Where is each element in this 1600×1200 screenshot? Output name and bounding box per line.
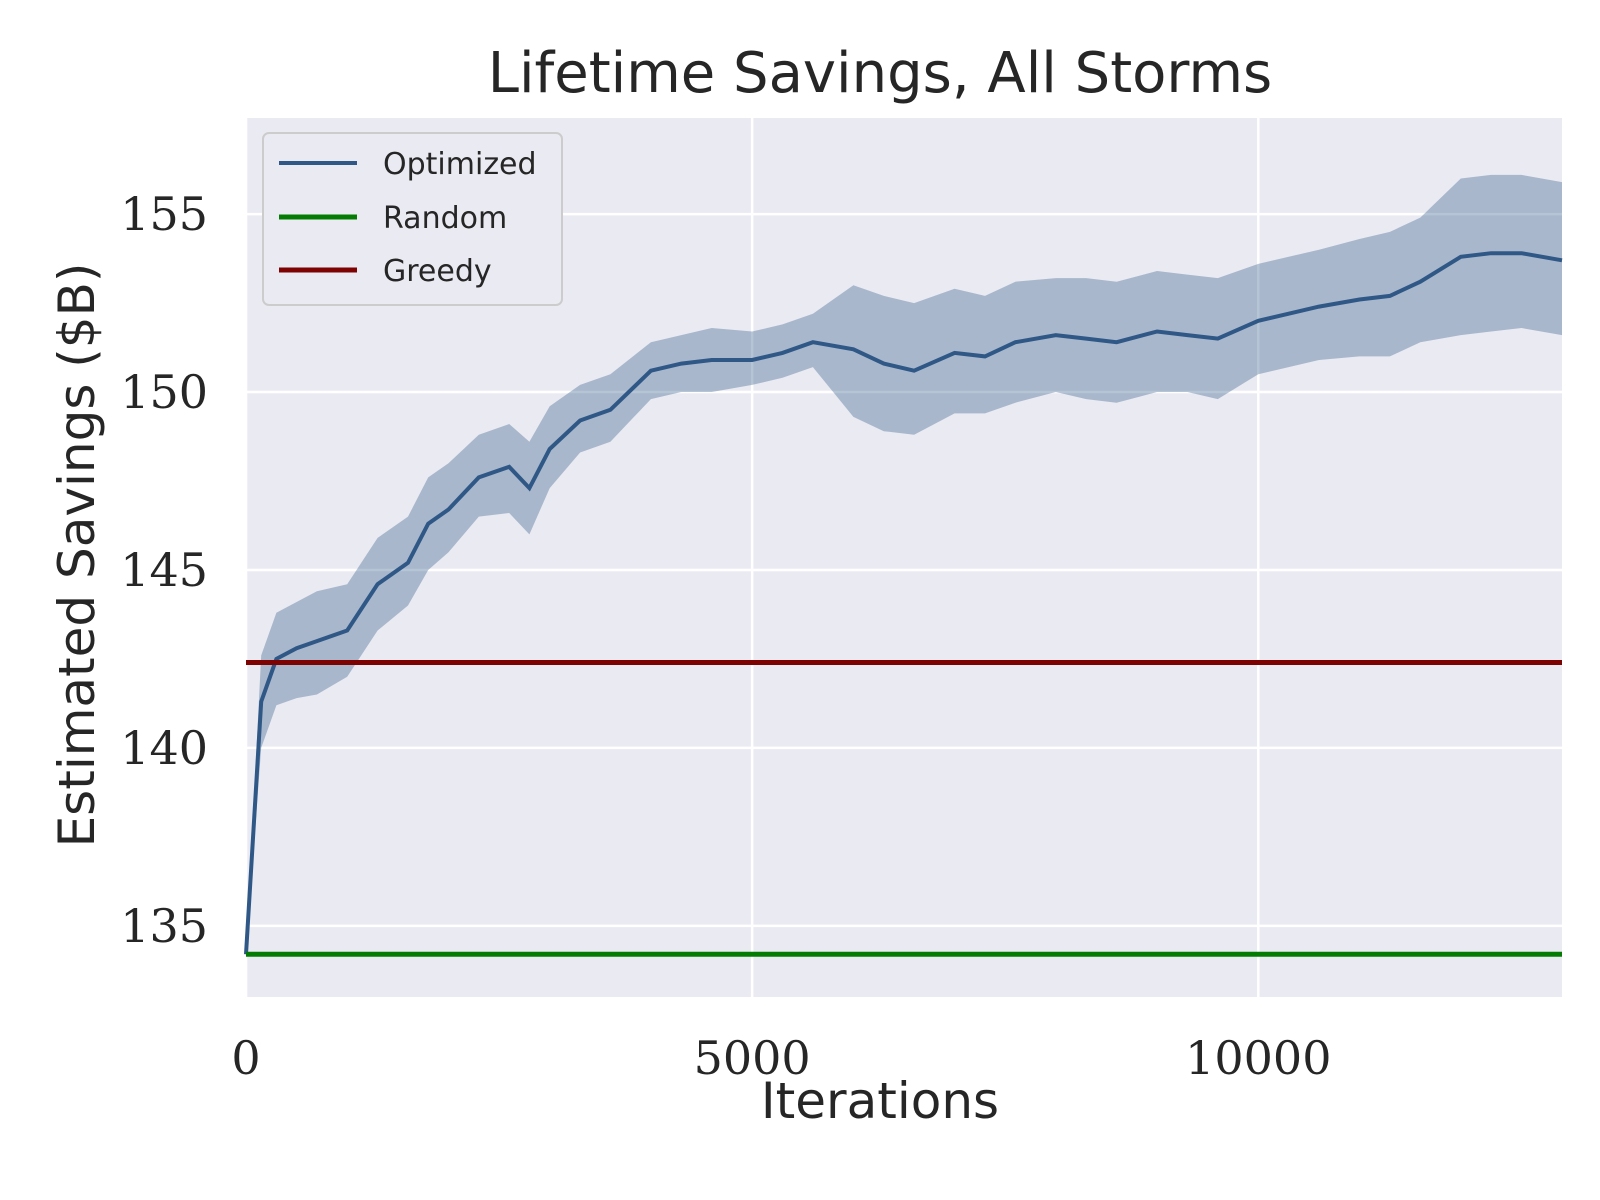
x-tick-label: 0 <box>231 1031 260 1085</box>
y-tick-label: 155 <box>120 187 208 241</box>
legend-label-optimized: Optimized <box>383 147 537 182</box>
y-axis-label: Estimated Savings ($B) <box>48 263 106 848</box>
optimized-confidence-band <box>246 174 1562 955</box>
y-tick-label: 145 <box>120 543 208 597</box>
optimized-series-line <box>244 251 1563 955</box>
x-tick-label: 5000 <box>694 1031 811 1085</box>
legend-box <box>262 132 563 306</box>
series-layer <box>244 174 1563 957</box>
grid-layer <box>244 118 1562 997</box>
x-tick-label: 10000 <box>1185 1031 1331 1085</box>
y-tick-label: 135 <box>120 899 208 953</box>
y-tick-label: 150 <box>120 365 208 419</box>
tick-labels-layer: 135 140 145 150 155 0 5000 10000 <box>120 187 1331 1085</box>
legend: Optimized Random Greedy <box>262 132 563 306</box>
legend-label-greedy: Greedy <box>383 254 492 289</box>
legend-label-random: Random <box>383 201 507 236</box>
chart-title: Lifetime Savings, All Storms <box>488 41 1272 106</box>
y-tick-label: 140 <box>120 721 208 775</box>
x-axis-label: Iterations <box>761 1072 999 1130</box>
